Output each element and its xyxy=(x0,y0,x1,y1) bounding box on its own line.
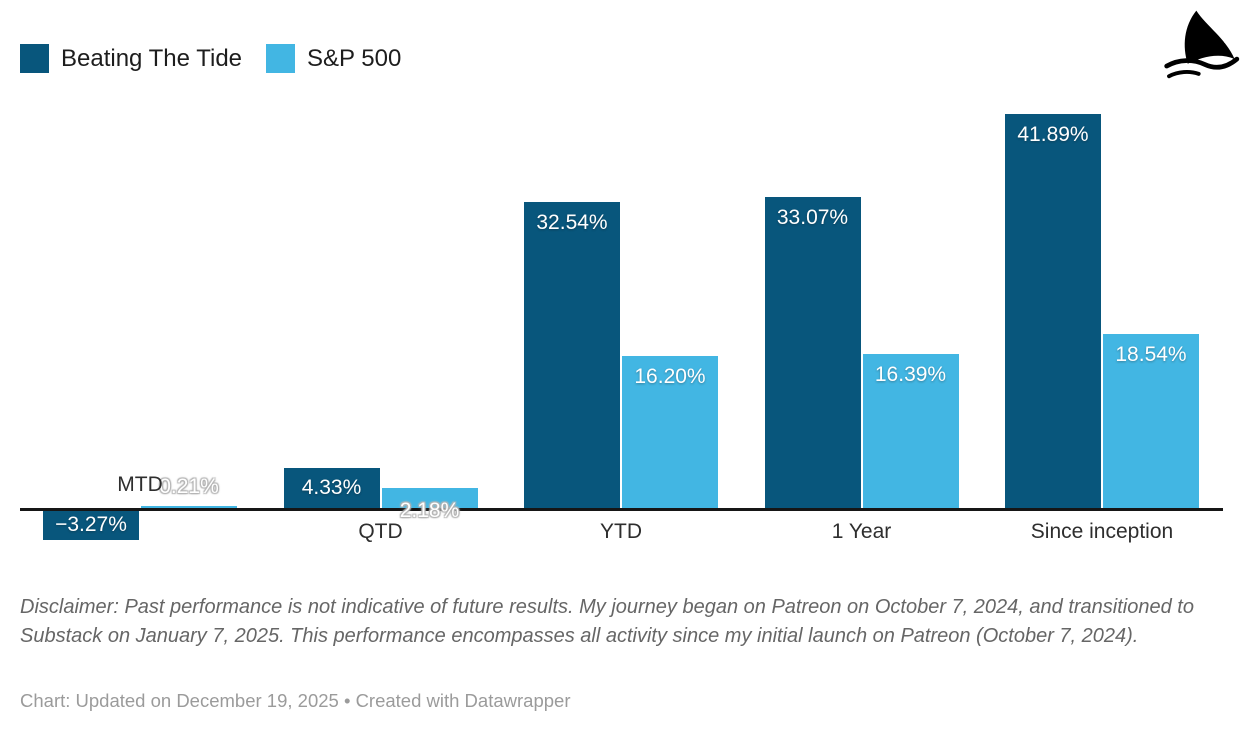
bar-value-label-beating-the-tide-1-year: 33.07% xyxy=(776,206,849,230)
bar-s-p-500-ytd[interactable] xyxy=(622,356,718,509)
bar-value-label-s-p-500-ytd: 16.20% xyxy=(634,365,706,389)
shark-fin-logo xyxy=(1164,10,1240,79)
bar-s-p-500-mtd[interactable] xyxy=(141,506,237,509)
chart-legend: Beating The Tide S&P 500 xyxy=(20,44,401,73)
bar-beating-the-tide-ytd[interactable] xyxy=(524,202,620,509)
bar-beating-the-tide-1-year[interactable] xyxy=(764,197,861,509)
bar-value-label-s-p-500-qtd: 2.18% xyxy=(399,499,460,522)
bar-value-label-beating-the-tide-ytd: 32.54% xyxy=(536,211,608,235)
bar-value-label-beating-the-tide-since-inception: 41.89% xyxy=(1017,122,1089,146)
bar-s-p-500-1-year[interactable] xyxy=(862,354,959,509)
legend-swatch-sp500 xyxy=(266,44,296,73)
category-label-qtd: QTD xyxy=(358,520,403,543)
x-axis-line xyxy=(20,508,1223,511)
bar-s-p-500-since-inception[interactable] xyxy=(1103,334,1199,509)
legend-label-sp500: S&P 500 xyxy=(307,45,402,72)
plot-area: −3.27% 0.21% MTD 4.33% 2.18% QTD 32.54% 16.20% Y… xyxy=(20,113,1223,543)
legend-item-beating-the-tide: Beating The Tide xyxy=(20,44,242,73)
chart-credit-text: Chart: Updated on December 19, 2025 • Cr… xyxy=(20,690,571,711)
category-label-mtd: MTD xyxy=(117,473,163,496)
category-label-since-inception: Since inception xyxy=(1030,520,1174,543)
bar-value-label-beating-the-tide-qtd: 4.33% xyxy=(301,475,362,499)
legend-swatch-beating-the-tide xyxy=(20,44,49,73)
legend-item-sp500: S&P 500 xyxy=(266,44,401,73)
bar-value-label-s-p-500-since-inception: 18.54% xyxy=(1115,343,1187,367)
bar-beating-the-tide-qtd[interactable] xyxy=(283,468,380,509)
legend-label-beating-the-tide: Beating The Tide xyxy=(61,45,243,72)
disclaimer-text: Disclaimer: Past performance is not indi… xyxy=(20,596,1194,647)
bar-value-label-s-p-500-mtd: 0.21% xyxy=(159,475,219,498)
bar-s-p-500-qtd[interactable] xyxy=(381,488,478,509)
bar-value-label-beating-the-tide-mtd: −3.27% xyxy=(55,513,127,536)
category-label-1-year: 1 Year xyxy=(831,520,892,543)
category-label-ytd: YTD xyxy=(600,520,642,543)
bar-beating-the-tide-since-inception[interactable] xyxy=(1005,113,1101,509)
bar-value-label-s-p-500-1-year: 16.39% xyxy=(874,363,947,387)
bar-beating-the-tide-mtd[interactable] xyxy=(43,509,139,540)
